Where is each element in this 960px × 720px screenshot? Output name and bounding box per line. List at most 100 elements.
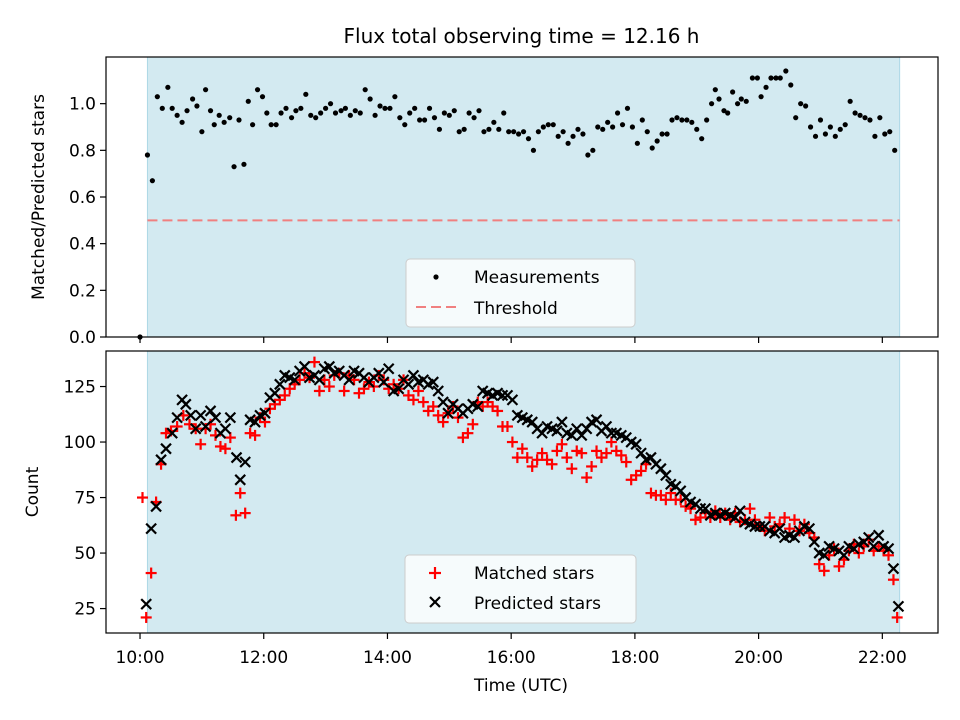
measurement-point [550, 122, 556, 128]
x-tick-label: 22:00 [858, 648, 907, 668]
matched-star-point [516, 443, 528, 455]
matched-star-point [358, 383, 370, 395]
predicted-star-point [496, 389, 509, 402]
measurement-point [754, 75, 760, 81]
predicted-star-point [373, 367, 385, 379]
predicted-star-point [471, 400, 484, 413]
x-tick-label: 20:00 [734, 648, 783, 668]
measurement-point [738, 96, 744, 102]
predicted-star-point [402, 378, 415, 391]
legend-matched-label: Matched stars [474, 564, 594, 584]
measurement-point [149, 178, 155, 184]
measurement-point [154, 94, 160, 100]
measurement-point [491, 119, 497, 125]
matched-star-point [813, 558, 825, 570]
predicted-star-point [635, 447, 647, 459]
matched-star-point [214, 440, 226, 452]
predicted-star-point [249, 416, 261, 428]
predicted-star-point [734, 505, 746, 517]
predicted-star-point [427, 376, 440, 388]
matched-star-point [764, 512, 776, 524]
measurement-point [254, 87, 261, 93]
predicted-star-point [219, 422, 232, 435]
count-legend-box [404, 554, 637, 624]
predicted-star-point [887, 562, 900, 575]
predicted-star-point [189, 422, 202, 435]
predicted-star-point [155, 454, 167, 466]
y-tick-label: 100 [64, 433, 96, 453]
measurement-point [679, 117, 685, 123]
x-tick-label: 12:00 [239, 648, 288, 668]
measurement-point [471, 115, 477, 121]
ratio-panel: 0.0 0.2 0.4 0.6 0.8 1.0 Matched/Predicted sta… [29, 56, 939, 348]
measurement-point [629, 124, 636, 130]
measurement-point [461, 126, 467, 132]
matched-star-point [432, 409, 444, 421]
matched-star-point [244, 427, 256, 439]
measurement-point [644, 129, 650, 135]
predicted-star-point [645, 451, 657, 464]
measurement-point [250, 122, 256, 128]
ratio-y-axis-label: Matched/Predicted stars [29, 94, 49, 300]
matched-star-point [427, 401, 439, 413]
measurement-point [768, 75, 774, 81]
ratio-legend: Measurements Threshold [405, 258, 636, 328]
chart-title: Flux total observing time = 12.16 h [344, 24, 700, 48]
measurement-point [174, 112, 180, 118]
measurement-point [565, 140, 571, 146]
matched-star-point [239, 507, 251, 519]
y-tick-label: 125 [64, 378, 96, 398]
matched-star-point [581, 472, 593, 484]
measurement-point [392, 94, 398, 100]
predicted-star-point [838, 549, 850, 562]
count-panel: 25 50 75 100 125 10:00 12:00 14:00 16:00 18:00 20… [23, 350, 939, 696]
measurement-point [506, 129, 512, 135]
matched-star-point [492, 405, 504, 417]
matched-star-point [136, 492, 148, 504]
predicted-star-point [556, 416, 568, 428]
measurement-point [605, 119, 611, 125]
predicted-star-point [199, 420, 212, 433]
measurement-point [862, 115, 868, 121]
measurement-point [540, 124, 546, 130]
predicted-star-point [749, 520, 761, 533]
matched-star-point [665, 487, 677, 499]
measurement-point [412, 105, 418, 111]
measurement-point [207, 108, 214, 114]
predicted-star-point [343, 374, 355, 386]
predicted-star-point [590, 414, 603, 426]
measurement-point [431, 115, 438, 121]
measurement-point [857, 112, 863, 118]
predicted-star-point [630, 438, 642, 451]
measurement-point [743, 98, 749, 104]
measurement-point [318, 110, 324, 116]
measurement-point [892, 147, 898, 153]
measurement-point [481, 129, 487, 135]
predicted-star-point [506, 394, 519, 406]
predicted-star-point [437, 396, 449, 408]
measurement-point [264, 110, 270, 116]
predicted-star-point [580, 422, 593, 435]
predicted-star-point [224, 411, 237, 424]
ratio-y-ticks: 0.0 0.2 0.4 0.6 0.8 1.0 [69, 95, 106, 348]
matched-star-point [501, 420, 513, 432]
predicted-star-point [867, 540, 880, 553]
matched-star-point [645, 487, 657, 499]
ratio-legend-box [405, 258, 636, 328]
measurement-point [397, 115, 403, 121]
measurement-point [184, 108, 190, 114]
measurement-point [877, 115, 883, 121]
matched-star-point [184, 418, 196, 430]
predicted-star-point [536, 427, 548, 439]
measurement-point [783, 68, 789, 74]
measurement-point [822, 131, 829, 137]
count-y-axis-label: Count [23, 466, 43, 517]
measurement-point [788, 82, 794, 88]
measurement-point [194, 103, 200, 109]
measurement-point [476, 108, 482, 114]
measurement-point [580, 131, 586, 137]
predicted-star-point [575, 429, 588, 442]
measurement-points [137, 68, 898, 340]
matched-star-point [145, 567, 157, 579]
measurement-point [278, 110, 284, 116]
